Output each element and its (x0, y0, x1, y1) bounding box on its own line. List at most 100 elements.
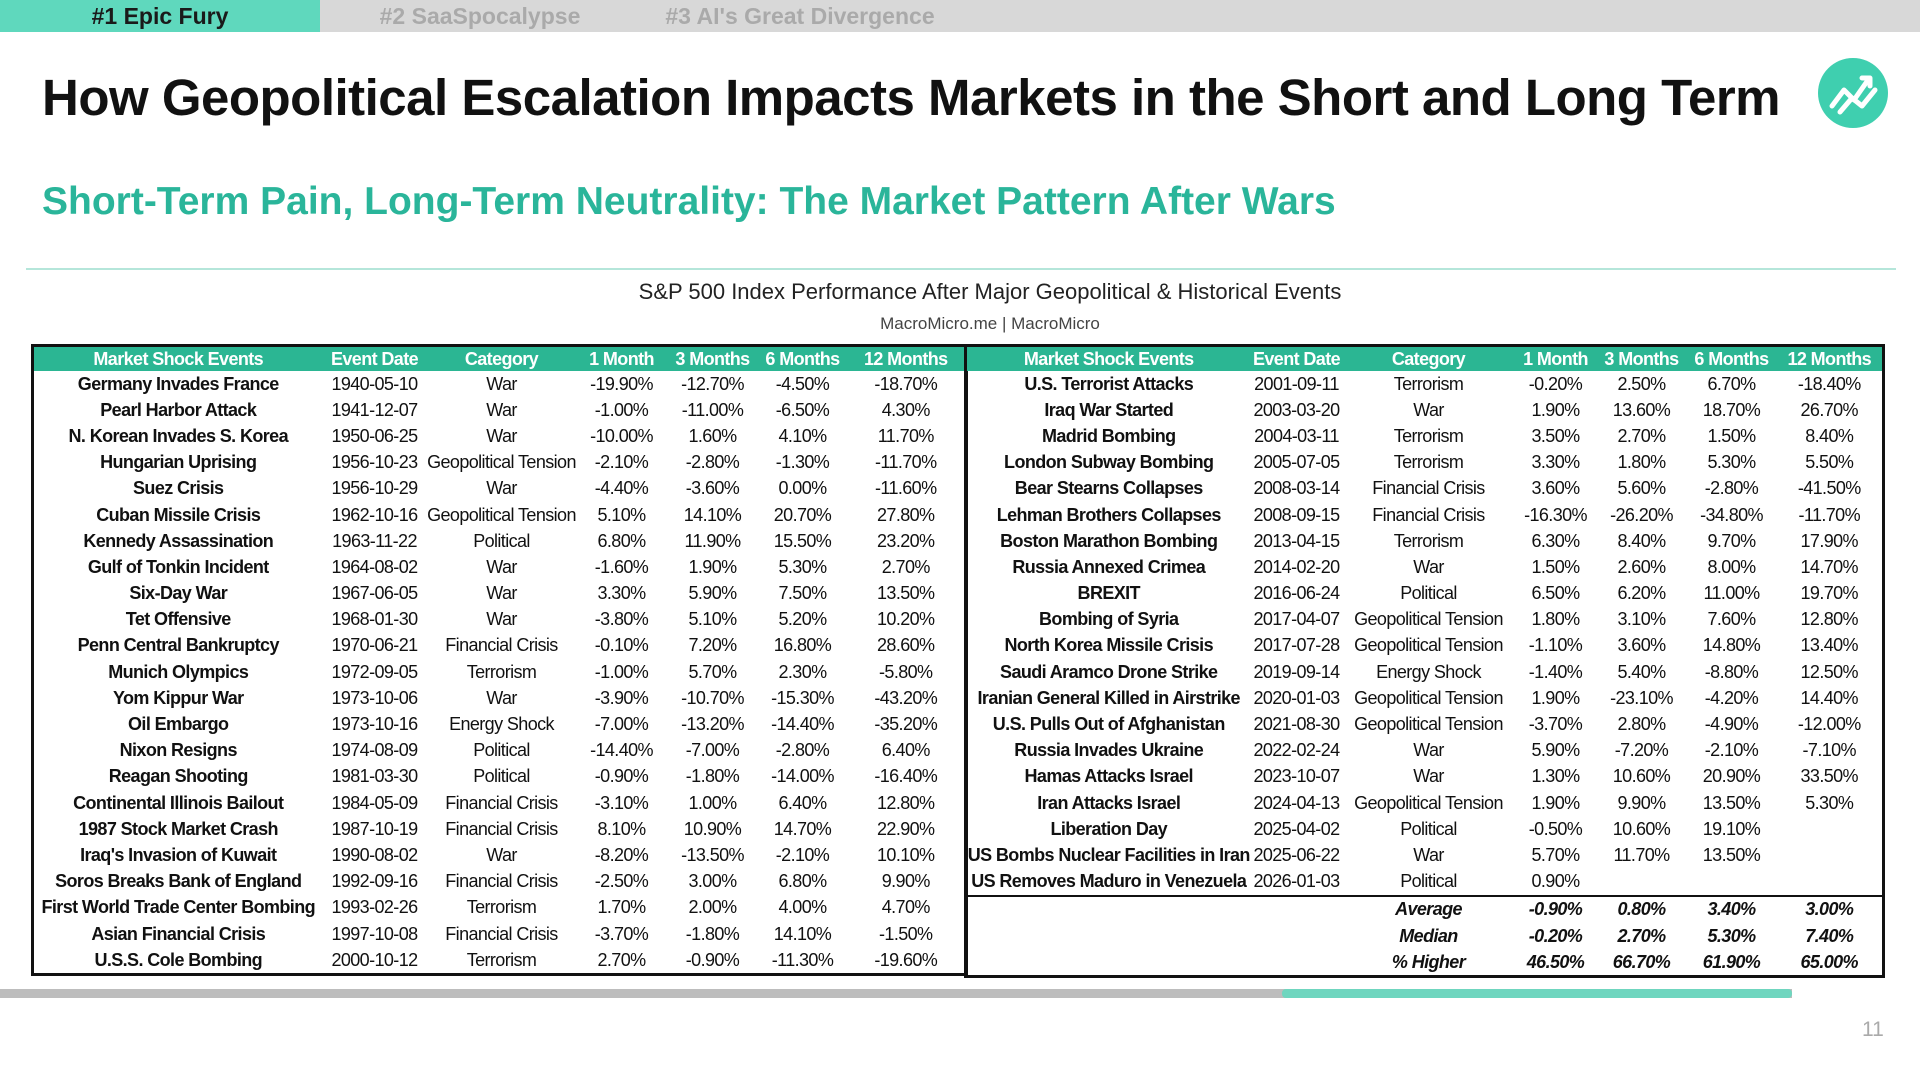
table-cell: 14.10% (683, 504, 742, 525)
table-cell: -15.30% (771, 687, 834, 708)
table-cell: 14.10% (773, 923, 832, 944)
table-cell: 1968-01-30 (331, 609, 418, 630)
summary-cell: 3.40% (1686, 894, 1777, 923)
event-name-cell: Asian Financial Crisis (91, 923, 266, 944)
table-cell: War (486, 556, 517, 577)
table-cell: 6.40% (881, 740, 931, 761)
table-cell: -3.70% (594, 923, 649, 944)
table-cell: 2004-03-11 (1254, 425, 1339, 446)
horizontal-scrollbar-track[interactable] (0, 989, 1792, 998)
table-title: S&P 500 Index Performance After Major Ge… (638, 279, 1342, 304)
horizontal-scrollbar-thumb[interactable] (1282, 989, 1792, 998)
table-cell: Terrorism (1393, 452, 1464, 473)
event-name-cell: Tet Offensive (125, 609, 232, 630)
table-cell: 10.90% (683, 818, 742, 839)
table-cell: Political (1400, 871, 1457, 892)
event-name-cell: US Bombs Nuclear Facilities in Iran (967, 844, 1251, 865)
table-cell: 1.30% (1531, 766, 1580, 787)
table-cell: 5.50% (1805, 452, 1854, 473)
table-row: Iraq War Started 2003-03-20 War 1.90% 13.60%… (966, 397, 1884, 423)
table-cell: 2014-02-20 (1253, 556, 1340, 577)
table-cell: -26.20% (1610, 504, 1673, 525)
table-row: Continental Illinois Bailout 1984-05-09 Fi… (33, 790, 967, 816)
tab-epic-fury[interactable]: #1 Epic Fury (0, 0, 320, 32)
table-cell: 4.30% (881, 399, 931, 420)
table-cell: -2.50% (594, 871, 649, 892)
table-cell: -11.60% (874, 478, 937, 499)
table-cell: War (1413, 740, 1444, 761)
table-cell: 13.60% (1612, 399, 1671, 420)
table-cell: 0.00% (778, 478, 827, 499)
table-cell: 5.30% (1707, 452, 1756, 473)
event-name-cell: Pearl Harbor Attack (100, 399, 257, 420)
table-cell: -34.80% (1700, 504, 1763, 525)
table-cell: -4.40% (594, 478, 649, 499)
table-cell: 18.70% (1702, 399, 1761, 420)
event-name-cell: Boston Marathon Bombing (1000, 530, 1218, 551)
table-cell: 1940-05-10 (331, 373, 418, 394)
table-cell: -0.90% (594, 766, 649, 787)
table-cell: Geopolitical Tension (427, 504, 576, 525)
table-cell: 5.30% (778, 556, 827, 577)
table-cell: 1956-10-23 (331, 452, 418, 473)
event-name-cell: US Removes Maduro in Venezuela (971, 871, 1247, 892)
event-name-cell: Nixon Resigns (119, 740, 238, 761)
table-cell: 2013-04-15 (1253, 530, 1340, 551)
table-row: BREXIT 2016-06-24 Political 6.50% 6.20% 11.00… (966, 581, 1884, 607)
table-cell: 2.30% (778, 661, 827, 682)
table-row: Yom Kippur War 1973-10-06 War -3.90% -10.70%… (33, 685, 967, 711)
table-row: Bear Stearns Collapses 2008-03-14 Financia… (966, 476, 1884, 502)
page-title: How Geopolitical Escalation Impacts Mark… (42, 69, 1781, 126)
table-row: Cuban Missile Crisis 1962-10-16 Geopolitic… (33, 502, 967, 528)
event-name-cell: North Korea Missile Crisis (1004, 635, 1214, 656)
table-cell: 1967-06-05 (331, 583, 418, 604)
table-cell: 1997-10-08 (331, 923, 418, 944)
table-cell: -7.00% (685, 740, 740, 761)
table-cell: -3.90% (594, 687, 649, 708)
event-name-cell: Iraq's Invasion of Kuwait (80, 844, 277, 865)
column-header: 3 Months (1596, 345, 1687, 371)
table-cell (1687, 869, 1777, 896)
table-cell: 1993-02-26 (331, 897, 418, 918)
table-cell: -1.00% (594, 399, 649, 420)
summary-cell: Average (1342, 894, 1515, 923)
table-cell: 2019-09-14 (1253, 661, 1340, 682)
table-cell: 2024-04-13 (1253, 792, 1340, 813)
table-cell: -3.10% (594, 792, 649, 813)
tab-ai-great-divergence[interactable]: #3 AI's Great Divergence (665, 3, 935, 29)
table-cell: 2000-10-12 (331, 949, 418, 970)
table-cell: 2.70% (597, 949, 646, 970)
table-cell: -14.00% (771, 766, 834, 787)
table-cell: War (486, 583, 517, 604)
tab-saaspocalypse[interactable]: #2 SaaSpocalypse (379, 3, 581, 29)
table-cell: Political (1400, 583, 1457, 604)
table-cell: 1.90% (1531, 687, 1580, 708)
summary-cell: 66.70% (1612, 951, 1671, 972)
table-cell: War (486, 687, 517, 708)
table-cell: -12.70% (681, 373, 744, 394)
table-row: U.S. Pulls Out of Afghanistan 2021-08-30 G… (966, 711, 1884, 737)
column-header: Event Date (322, 345, 427, 371)
table-cell: 5.60% (1617, 478, 1666, 499)
summary-cell: 65.00% (1800, 951, 1859, 972)
table-cell: -14.40% (771, 714, 834, 735)
column-header: 6 Months (1686, 345, 1777, 371)
event-name-cell: Oil Embargo (128, 714, 229, 735)
summary-cell (966, 923, 1251, 949)
table-cell: -13.50% (681, 844, 744, 865)
table-cell: 5.90% (688, 583, 737, 604)
table-row: N. Korean Invades S. Korea 1950-06-25 War -… (33, 423, 967, 449)
table-cell: 13.40% (1800, 635, 1859, 656)
summary-row: Average -0.90% 0.80% 3.40% 3.00% (965, 894, 1884, 923)
table-row: U.S.S. Cole Bombing 2000-10-12 Terrorism 2.… (33, 947, 967, 975)
table-cell: 1.00% (688, 792, 737, 813)
table-cell: 3.60% (1617, 635, 1666, 656)
table-cell: Financial Crisis (445, 871, 558, 892)
table-cell: 2026-01-03 (1253, 871, 1340, 892)
table-cell: 14.70% (1800, 556, 1859, 577)
table-cell: -13.20% (681, 714, 744, 735)
table-row: Bombing of Syria 2017-04-07 Geopolitical T… (966, 607, 1884, 633)
column-header: 12 Months (846, 345, 967, 371)
table-cell: -18.70% (874, 373, 938, 394)
table-cell: 10.20% (877, 609, 935, 630)
